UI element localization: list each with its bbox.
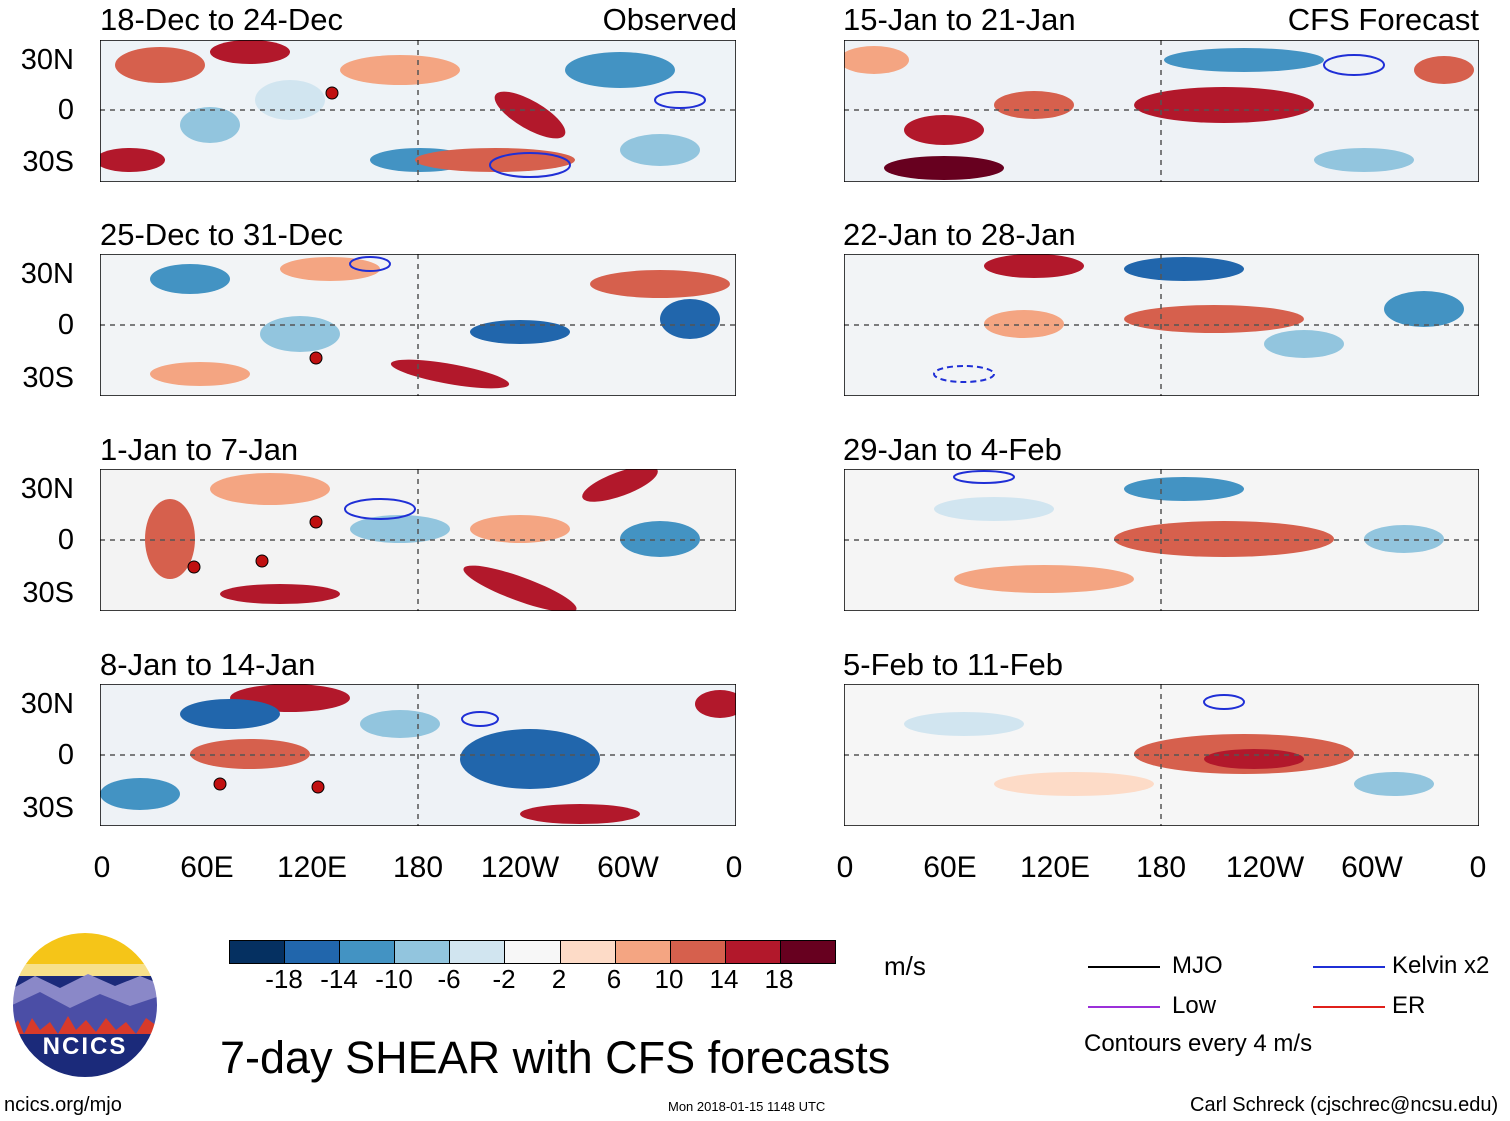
colorbar-swatch xyxy=(449,941,505,963)
xtick-right-0-end: 0 xyxy=(1469,851,1487,884)
legend-label-mjo: MJO xyxy=(1172,952,1223,979)
fcst-map-panel-4 xyxy=(844,684,1479,826)
obs-map-panel-3 xyxy=(100,469,736,611)
colorbar-swatch xyxy=(230,941,285,963)
legend-line-low xyxy=(1088,1006,1160,1008)
xtick-right-60w: 60W xyxy=(1341,851,1403,884)
observed-label: Observed xyxy=(602,2,737,37)
ytick-0-p1: 0 xyxy=(57,94,74,126)
colorbar-label-5: -2 xyxy=(492,964,516,994)
ytick-0-p2: 0 xyxy=(57,309,74,341)
ytick-30s-p3: 30S xyxy=(22,577,74,609)
obs-panel-4-title: 8-Jan to 14-Jan xyxy=(100,647,316,682)
ytick-30n-p4: 30N xyxy=(20,688,74,720)
ytick-30s-p4: 30S xyxy=(22,792,74,824)
xtick-left-180: 180 xyxy=(392,851,444,884)
fcst-panel-3-title: 29-Jan to 4-Feb xyxy=(843,432,1062,467)
legend-label-kelvin: Kelvin x2 xyxy=(1392,952,1490,979)
obs-panel-1-title: 18-Dec to 24-Dec xyxy=(100,2,343,37)
main-title: 7-day SHEAR with CFS forecasts xyxy=(220,1032,891,1083)
ytick-30n-p1: 30N xyxy=(20,44,74,76)
footer-timestamp: Mon 2018-01-15 1148 UTC xyxy=(668,1099,826,1114)
colorbar-label-3: -10 xyxy=(375,964,413,994)
legend-line-kelvin xyxy=(1313,966,1385,968)
xtick-left-0-end: 0 xyxy=(725,851,743,884)
fcst-map-panel-3 xyxy=(844,469,1479,611)
colorbar-label-7: 6 xyxy=(606,964,622,994)
ytick-30s-p1: 30S xyxy=(22,146,74,178)
legend-label-low: Low xyxy=(1172,992,1217,1019)
colorbar-label-6: 2 xyxy=(551,964,567,994)
colorbar-label-8: 10 xyxy=(654,964,684,994)
xtick-left-60w: 60W xyxy=(597,851,659,884)
legend-note: Contours every 4 m/s xyxy=(1084,1030,1313,1057)
xtick-right-0: 0 xyxy=(836,851,854,884)
colorbar-unit: m/s xyxy=(884,951,926,981)
colorbar-swatch xyxy=(724,941,780,963)
obs-map-panel-1 xyxy=(100,40,736,182)
colorbar-swatch xyxy=(669,941,725,963)
obs-panel-3-title: 1-Jan to 7-Jan xyxy=(100,432,299,467)
ytick-30s-p2: 30S xyxy=(22,362,74,394)
xtick-left-0: 0 xyxy=(93,851,111,884)
colorbar-swatch xyxy=(504,941,560,963)
xtick-right-180: 180 xyxy=(1135,851,1187,884)
ytick-0-p4: 0 xyxy=(57,739,74,771)
colorbar-label-2: -14 xyxy=(320,964,358,994)
ytick-30n-p3: 30N xyxy=(20,473,74,505)
colorbar-swatch xyxy=(284,941,340,963)
fcst-map-panel-1 xyxy=(844,40,1479,182)
xtick-right-120w: 120W xyxy=(1225,851,1305,884)
colorbar-swatch xyxy=(779,941,836,963)
colorbar-label-4: -6 xyxy=(437,964,461,994)
ytick-30n-p2: 30N xyxy=(20,258,74,290)
xtick-right-60e: 60E xyxy=(923,851,977,884)
obs-panel-2-title: 25-Dec to 31-Dec xyxy=(100,217,343,252)
xtick-right-120e: 120E xyxy=(1019,851,1091,884)
forecast-label: CFS Forecast xyxy=(1287,2,1479,37)
colorbar-label-1: -18 xyxy=(265,964,303,994)
fcst-panel-4-title: 5-Feb to 11-Feb xyxy=(843,647,1063,682)
footer-url-link[interactable]: ncics.org/mjo xyxy=(4,1094,122,1116)
ncics-logo xyxy=(11,931,159,1079)
obs-map-panel-4 xyxy=(100,684,736,826)
ytick-0-p3: 0 xyxy=(57,524,74,556)
legend-line-mjo xyxy=(1088,966,1160,968)
colorbar-label-9: 14 xyxy=(709,964,739,994)
xtick-left-120w: 120W xyxy=(480,851,560,884)
colorbar-label-10: 18 xyxy=(764,964,794,994)
colorbar-swatch xyxy=(614,941,670,963)
legend-line-er xyxy=(1313,1006,1385,1008)
xtick-left-120e: 120E xyxy=(276,851,348,884)
colorbar-swatch xyxy=(339,941,395,963)
footer-credit: Carl Schreck (cjschrec@ncsu.edu) xyxy=(1190,1094,1499,1116)
xtick-left-60e: 60E xyxy=(180,851,234,884)
fcst-map-panel-2 xyxy=(844,254,1479,396)
colorbar xyxy=(229,940,836,964)
fcst-panel-1-title: 15-Jan to 21-Jan xyxy=(843,2,1076,37)
obs-map-panel-2 xyxy=(100,254,736,396)
ncics-logo-text: NCICS xyxy=(42,1033,128,1060)
legend-label-er: ER xyxy=(1392,992,1426,1019)
colorbar-swatch xyxy=(394,941,450,963)
colorbar-swatch xyxy=(559,941,615,963)
fcst-panel-2-title: 22-Jan to 28-Jan xyxy=(843,217,1076,252)
